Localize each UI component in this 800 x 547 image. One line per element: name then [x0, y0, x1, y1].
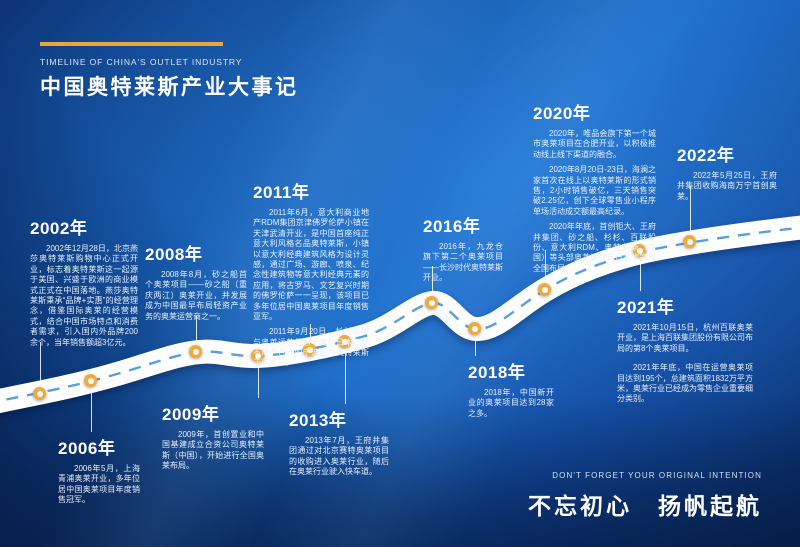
accent-line — [40, 42, 223, 46]
timeline-connector — [91, 385, 92, 432]
milestone-year: 2006年 — [58, 439, 116, 458]
milestone-text: 2016年，九龙仓旗下第二个奥莱项目——长沙时代奥特莱斯开业。 — [423, 242, 503, 283]
milestone-text: 2011年9月20日，杉杉集团与奥莱运营经验丰富的日本三井不动产合作的宁波杉井奥… — [253, 327, 369, 368]
milestone-2016: 2016年 2016年，九龙仓旗下第二个奥莱项目——长沙时代奥特莱斯开业。 — [423, 212, 503, 284]
milestone-text: 2013年7月，王府井集团通过对北京赛特奥莱项目的收购进入奥莱行业，随后在奥莱行… — [289, 436, 389, 477]
milestone-2002: 2002年 2002年12月28日，北京燕莎奥特莱斯购物中心正式开业，标志着奥特… — [30, 214, 138, 348]
milestone-year: 2002年 — [30, 219, 88, 238]
milestone-2011: 2011年 2011年6月，意大利商业地产RDM集团京津佛罗伦萨小镇在天津武清开… — [253, 178, 369, 369]
milestone-year: 2013年 — [289, 411, 347, 430]
milestone-text: 2018年，中国新开业的奥莱项目达到28家之多。 — [468, 388, 554, 418]
timeline-marker-2022 — [683, 235, 696, 248]
timeline-connector — [475, 333, 476, 356]
timeline-marker-2008 — [189, 345, 202, 358]
milestone-text: 2020年年底，首创钜大、王府井集团、砂之船、杉杉、百联股份、意大利RDM、奥特… — [533, 222, 656, 273]
header: TIMELINE OF CHINA'S OUTLET INDUSTRY 中国奥特… — [40, 42, 299, 101]
timeline-connector — [310, 324, 311, 346]
milestone-year: 2021年 — [617, 298, 675, 317]
milestone-2008: 2008年 2008年8月，砂之船首个奥莱项目——砂之船（重庆两江）奥莱开业，并… — [145, 240, 247, 322]
footer-slogan: DON'T FORGET YOUR ORIGINAL INTENTION 不忘初… — [528, 471, 762, 521]
milestone-text: 2021年10月15日，杭州百联奥莱开业，是上海百联集团股份有限公司布局的第8个… — [617, 323, 753, 353]
road-surface — [0, 215, 800, 414]
timeline-marker-2021 — [633, 244, 646, 257]
milestone-year: 2011年 — [253, 183, 310, 202]
milestone-text: 2022年5月25日，王府井集团收购海南万宁首创奥莱。 — [677, 171, 777, 201]
milestone-2013: 2013年 2013年7月，王府井集团通过对北京赛特奥莱项目的收购进入奥莱行业，… — [289, 406, 389, 478]
milestone-2006: 2006年 2006年5月，上海青浦奥莱开业，多年位居中国奥莱项目年度销售冠军。 — [58, 434, 140, 506]
milestone-year: 2018年 — [468, 363, 526, 382]
milestone-year: 2008年 — [145, 245, 203, 264]
timeline-marker-2009 — [251, 349, 264, 362]
timeline-marker-2016 — [425, 296, 438, 309]
timeline-marker-2018 — [468, 322, 481, 335]
milestone-2020: 2020年 2020年，唯品会旗下第一个城市奥莱项目在合肥开业，以积极推动线上线… — [533, 99, 656, 274]
timeline-marker-2020 — [538, 283, 551, 296]
milestone-2022: 2022年 2022年5月25日，王府井集团收购海南万宁首创奥莱。 — [677, 141, 777, 202]
timeline-connector — [345, 346, 346, 404]
milestone-text: 2006年5月，上海青浦奥莱开业，多年位居中国奥莱项目年度销售冠军。 — [58, 464, 140, 505]
timeline-marker-2013 — [338, 335, 351, 348]
milestone-2018: 2018年 2018年，中国新开业的奥莱项目达到28家之多。 — [468, 358, 554, 419]
milestone-year: 2020年 — [533, 104, 591, 123]
milestone-text: 2008年8月，砂之船首个奥莱项目——砂之船（重庆两江）奥莱开业，并发展成为中国… — [145, 270, 247, 321]
timeline-connector — [258, 360, 259, 398]
timeline-connector — [196, 316, 197, 348]
milestone-text: 2011年6月，意大利商业地产RDM集团京津佛罗伦萨小镇在天津武清开业，是中国首… — [253, 208, 369, 321]
subtitle-english: TIMELINE OF CHINA'S OUTLET INDUSTRY — [40, 56, 243, 67]
milestone-text: 2021年年底，中国在运营奥莱项目达到195个，总建筑面积1832万平方米，奥莱… — [617, 363, 753, 404]
milestone-text: 2020年，唯品会旗下第一个城市奥莱项目在合肥开业，以积极推动线上线下渠道的融合… — [533, 129, 656, 159]
milestone-year: 2016年 — [423, 217, 481, 236]
milestone-year: 2022年 — [677, 146, 735, 165]
milestone-text: 2002年12月28日，北京燕莎奥特莱斯购物中心正式开业，标志着奥特莱斯这一起源… — [30, 244, 138, 347]
timeline-marker-2006 — [84, 374, 97, 387]
timeline-connector — [40, 342, 41, 390]
timeline-marker-2011 — [303, 343, 316, 356]
timeline-connector — [690, 186, 691, 238]
slogan-english: DON'T FORGET YOUR ORIGINAL INTENTION — [552, 471, 762, 480]
timeline-marker-2002 — [33, 387, 46, 400]
milestone-year: 2009年 — [162, 405, 220, 424]
slogan-chinese: 不忘初心 扬帆起航 — [528, 493, 762, 519]
milestone-2021: 2021年 2021年10月15日，杭州百联奥莱开业，是上海百联集团股份有限公司… — [617, 293, 753, 405]
milestone-text: 2020年8月20日-23日，海澜之家首次在线上以奥特莱斯的形式销售，2小时销售… — [533, 165, 656, 216]
page-title: 中国奥特莱斯产业大事记 — [40, 75, 299, 99]
timeline-connector — [640, 255, 641, 291]
milestone-text: 2009年，首创置业和中国基建成立合资公司奥特莱斯（中国），开始进行全国奥莱布局… — [162, 430, 264, 471]
milestone-2009: 2009年 2009年，首创置业和中国基建成立合资公司奥特莱斯（中国），开始进行… — [162, 400, 264, 472]
timeline-connector — [432, 266, 433, 300]
timeline-connector — [545, 250, 546, 286]
